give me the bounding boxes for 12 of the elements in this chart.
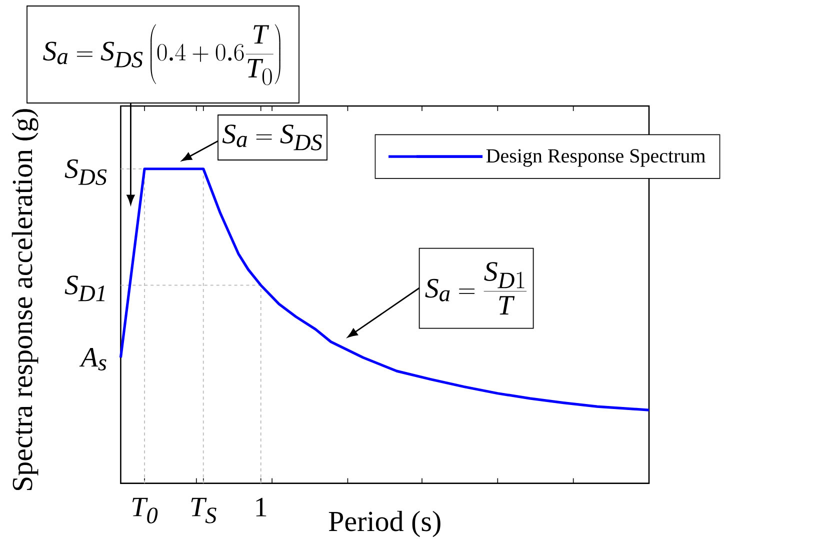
x-tick-label: 1 [256, 498, 266, 516]
ref-line-label: S$_{D1}$ [64, 276, 104, 302]
legend-label: Design Response Spectrum [486, 149, 706, 167]
annotation: A$_{s}$ [79, 348, 106, 370]
x-axis-title: Period (s) [328, 510, 440, 538]
ref-line-label: S$_{DS}$ [64, 159, 107, 186]
x-tick-label: T$_{S}$ [191, 498, 216, 524]
y-axis-title: Spectra response acceleration (g) [12, 109, 38, 490]
text: $S_a = S_{DS}$ [222, 124, 322, 150]
annotation: $S_a = \frac{S_{D1}}{T}$ [425, 262, 527, 314]
text: $S_a = S_{DS}\left(0.4+0.6\frac{T}{T_0}\right)$ [43, 24, 280, 86]
x-tick-label: T$_{0}$ [132, 498, 158, 524]
